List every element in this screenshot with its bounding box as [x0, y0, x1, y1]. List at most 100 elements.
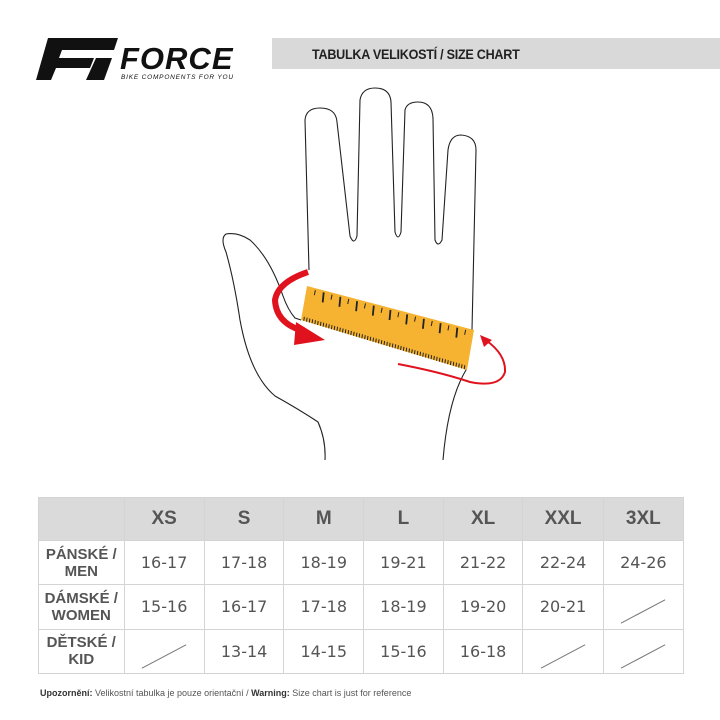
tape-tick	[322, 322, 325, 327]
note-text-en: Size chart is just for reference	[289, 688, 412, 698]
measuring-tape	[301, 286, 474, 370]
arrowhead-left	[294, 322, 325, 345]
tape-tick	[419, 351, 422, 356]
tape-mark	[464, 329, 467, 335]
force-logo-icon	[36, 38, 118, 80]
tape-tick	[458, 363, 460, 368]
tape-tick	[438, 357, 441, 362]
row-label-cz: DĚTSKÉ /	[46, 634, 116, 652]
slash-mark	[540, 644, 586, 669]
tape-tick	[386, 341, 388, 346]
tape-tick	[328, 324, 330, 329]
size-value: 16-17	[123, 539, 205, 586]
size-value: 22-24	[522, 539, 604, 586]
tape-tick	[391, 343, 394, 348]
row-label: PÁNSKÉ / MEN	[38, 539, 125, 586]
tape-tick	[366, 335, 369, 341]
tape-tick	[319, 321, 322, 326]
row-label-cz: PÁNSKÉ /	[45, 545, 117, 563]
wrap-arrow-right	[397, 340, 507, 385]
tape-tick	[389, 342, 391, 347]
tape-mark	[380, 307, 383, 313]
table-row: DĚTSKÉ / KID 13-14 14-15 15-16 16-18	[38, 628, 685, 675]
tape-tick	[317, 320, 319, 326]
size-value: 14-15	[283, 628, 365, 675]
tape-tick	[342, 328, 344, 333]
hand-outline	[304, 87, 477, 461]
tape-mark	[321, 292, 325, 303]
tape-tick	[372, 337, 375, 342]
size-value: 13-14	[203, 628, 285, 675]
tape-tick	[375, 338, 377, 343]
not-available-cell	[123, 628, 205, 675]
size-value: 17-18	[203, 539, 285, 586]
tape-mark	[422, 318, 425, 329]
not-available-cell	[602, 628, 685, 675]
tape-tick	[405, 347, 408, 352]
tape-tick	[303, 316, 305, 321]
title-bar	[272, 38, 720, 69]
tape-tick	[447, 360, 449, 365]
tape-tick	[311, 319, 314, 324]
tape-mark	[338, 296, 342, 307]
table-row: PÁNSKÉ / MEN 16-17 17-18 18-19 19-21 21-22 22-2…	[38, 539, 685, 586]
tape-mark	[330, 294, 333, 300]
tape-tick	[413, 350, 416, 355]
size-value: 16-18	[442, 628, 524, 675]
tape-tick	[411, 349, 413, 354]
tape-tick	[416, 350, 419, 356]
tape-mark	[355, 301, 358, 312]
tape-mark	[397, 312, 400, 318]
tape-tick	[333, 325, 336, 331]
tape-tick	[430, 355, 433, 360]
wrap-arrow-left	[271, 269, 309, 333]
tape-tick	[350, 330, 352, 336]
note-label-cz: Upozornění:	[40, 688, 93, 698]
tape-tick	[452, 361, 455, 366]
tape-tick	[408, 348, 410, 353]
tape-mark	[447, 325, 450, 331]
size-header: XL	[442, 497, 524, 541]
tape-tick	[427, 354, 430, 359]
tape-tick	[397, 345, 399, 350]
tape-tick	[339, 327, 341, 332]
tape-mark	[438, 323, 442, 334]
table-row: DÁMSKÉ / WOMEN 15-16 16-17 17-18 18-19 19-20 20…	[38, 584, 685, 630]
tape-tick	[355, 332, 358, 337]
size-value: 15-16	[123, 584, 205, 630]
tape-tick	[444, 359, 446, 364]
tape-tick	[425, 353, 427, 358]
tape-tick	[314, 320, 316, 325]
tape-tick	[449, 360, 452, 366]
slash-mark	[621, 599, 666, 625]
not-available-cell	[602, 584, 685, 630]
tape-mark	[455, 327, 459, 338]
note-label-en: Warning:	[251, 688, 290, 698]
size-header: L	[363, 497, 444, 541]
size-header: M	[283, 497, 365, 541]
note-text-cz: Velikostní tabulka je pouze orientační /	[92, 688, 252, 698]
size-value: 15-16	[363, 628, 444, 675]
brand-tagline: BIKE COMPONENTS FOR YOU	[121, 74, 234, 81]
size-value: 21-22	[442, 539, 524, 586]
slash-mark	[141, 644, 187, 669]
tape-tick	[441, 358, 444, 363]
tape-tick	[344, 329, 347, 334]
tape-tick	[377, 339, 380, 344]
tape-tick	[364, 335, 366, 340]
tape-tick	[433, 355, 435, 361]
tape-tick	[347, 330, 350, 335]
tape-tick	[325, 323, 327, 328]
tape-mark	[388, 309, 392, 321]
tape-tick	[336, 326, 339, 331]
tape-mark	[414, 316, 417, 322]
tape-mark	[371, 305, 375, 316]
hand-measurement-illustration	[222, 87, 507, 461]
tape-tick	[394, 344, 397, 349]
page-title: TABULKA VELIKOSTÍ / SIZE CHART	[312, 46, 520, 62]
row-label: DĚTSKÉ / KID	[38, 628, 125, 675]
size-table: XS S M L XL XXL 3XL PÁNSKÉ / MEN 16-17 17-18 18-19…	[38, 497, 685, 675]
thumb-outline	[222, 233, 326, 461]
size-value: 19-20	[442, 584, 524, 630]
